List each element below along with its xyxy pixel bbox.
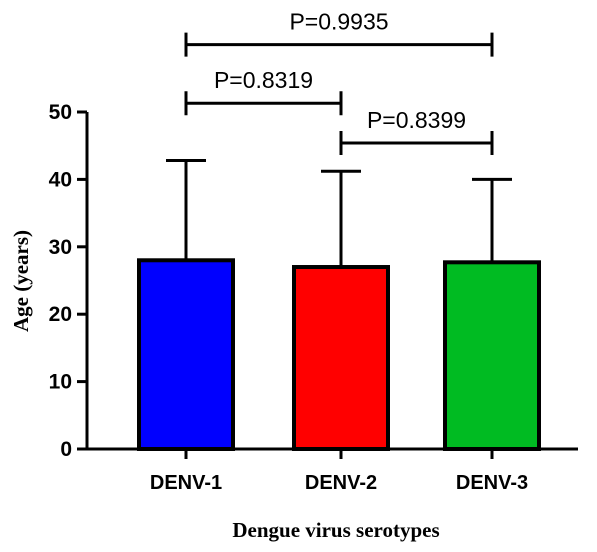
- significance-bracket-1: [184, 32, 494, 57]
- x-tick-label-denv-3: DENV-3: [456, 472, 528, 494]
- x-tick-label-denv-2: DENV-2: [305, 472, 377, 494]
- bar-denv-3: [443, 260, 541, 451]
- y-axis-title: Age (years): [9, 230, 33, 332]
- y-tick-label-0: 0: [60, 438, 72, 461]
- y-tick-label-30: 30: [49, 236, 72, 259]
- significance-label-1: P=0.9935: [289, 9, 388, 35]
- x-tick-label-denv-1: DENV-1: [150, 472, 222, 494]
- y-tick-label-40: 40: [49, 168, 72, 191]
- significance-label-3: P=0.8399: [367, 107, 466, 133]
- plot-area: 0 10 20 30 40 50 DENV-1 DENV-2 DENV-3 P=0.9935 P=0…: [49, 9, 578, 494]
- significance-label-2: P=0.8319: [214, 67, 313, 93]
- x-axis-title: Dengue virus serotypes: [232, 518, 439, 542]
- bar-denv-1: [137, 258, 235, 451]
- y-tick-label-10: 10: [49, 371, 72, 394]
- y-tick-label-20: 20: [49, 303, 72, 326]
- significance-bracket-3: [339, 131, 494, 156]
- y-tick-label-50: 50: [49, 101, 72, 124]
- significance-bracket-2: [184, 91, 343, 116]
- bar-denv-2: [292, 265, 390, 451]
